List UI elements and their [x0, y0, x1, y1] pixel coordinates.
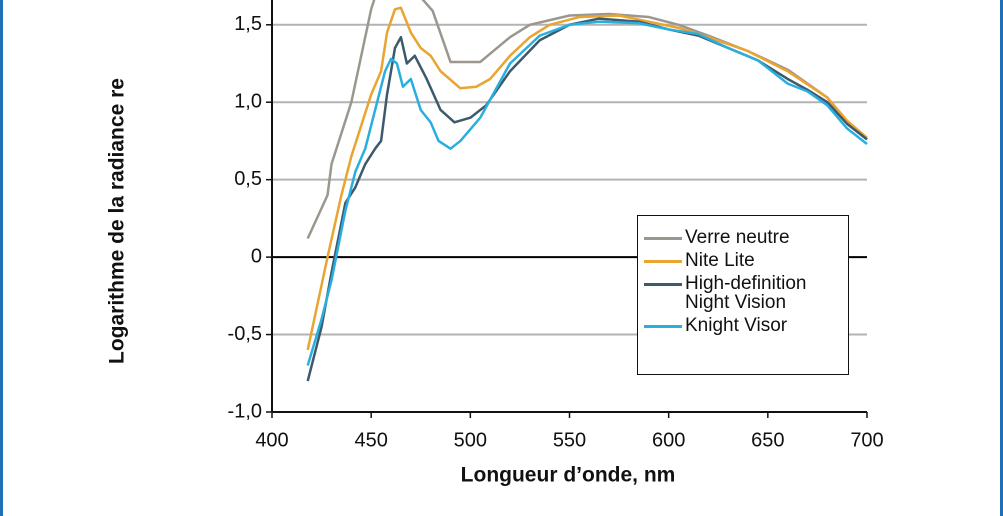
legend-entry: Nite Lite — [644, 251, 844, 270]
axes: -1,0 -0,5 0 0,5 1,0 1,5 400 450 500 550 600 650 700 — [228, 0, 884, 451]
y-tick-label: 0,5 — [234, 168, 262, 190]
x-tick-label: 500 — [454, 429, 487, 451]
series-line — [306, 20, 868, 366]
series-line — [306, 6, 868, 351]
x-tick-label: 650 — [751, 429, 784, 451]
x-tick-label: 550 — [553, 429, 586, 451]
y-tick-label: -1,0 — [228, 400, 262, 422]
x-tick-label: 600 — [652, 429, 685, 451]
lines — [306, 0, 868, 382]
legend-label: Verre neutre — [685, 227, 790, 248]
series-line — [306, 0, 868, 240]
frame-left — [0, 0, 3, 516]
y-tick-label: 0 — [251, 245, 262, 267]
y-axis-label: Logarithme de la radiance re — [106, 78, 129, 364]
y-tick-label: 1,0 — [234, 91, 262, 113]
x-tick-label: 700 — [850, 429, 883, 451]
legend-label: Knight Visor — [685, 315, 788, 336]
legend-entry: Knight Visor — [644, 316, 844, 335]
frame-right — [1000, 0, 1003, 516]
legend-entry: High-definition Night Vision — [644, 274, 844, 312]
legend-entry: Verre neutre — [644, 228, 844, 247]
legend: Verre neutre Nite Lite High-definition Nig… — [637, 215, 849, 375]
legend-swatch — [644, 237, 682, 240]
legend-swatch — [644, 325, 682, 328]
legend-label: Nite Lite — [685, 250, 755, 271]
legend-swatch — [644, 260, 682, 263]
y-tick-label: -0,5 — [228, 323, 262, 345]
legend-swatch — [644, 283, 682, 286]
x-axis-label: Longueur d’onde, nm — [461, 464, 676, 487]
y-tick-label: 1,5 — [234, 13, 262, 35]
x-tick-label: 400 — [255, 429, 288, 451]
x-tick-label: 450 — [354, 429, 387, 451]
legend-label: High-definition Night Vision — [685, 273, 807, 313]
